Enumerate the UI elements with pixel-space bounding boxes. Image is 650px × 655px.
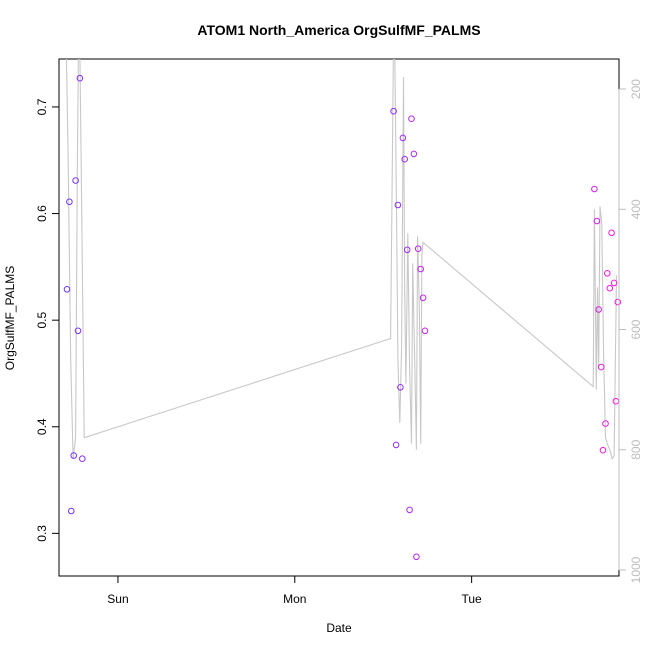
y-axis-left: 0.3 0.4 0.5 0.6 0.7: [35, 98, 60, 542]
data-point: [606, 284, 614, 292]
x-tick-label: Mon: [283, 592, 306, 606]
data-point: [419, 294, 427, 302]
data-point: [76, 74, 84, 82]
data-point: [413, 553, 420, 561]
data-point: [63, 286, 71, 293]
data-point: [397, 384, 404, 391]
x-tick-label: Tue: [462, 592, 483, 606]
chart-title: ATOM1 North_America OrgSulfMF_PALMS: [197, 22, 480, 38]
data-point: [608, 229, 615, 237]
data-point: [403, 246, 411, 254]
data-point: [591, 185, 598, 193]
data-point: [79, 455, 86, 463]
data-points-layer: [63, 74, 622, 561]
y-tick-label: 0.3: [35, 525, 49, 542]
y-tick-label: 0.5: [35, 312, 49, 329]
data-point: [399, 134, 407, 142]
data-point: [390, 107, 397, 115]
y2-tick-label: 1000: [629, 556, 643, 583]
y-tick-label: 0.4: [35, 418, 49, 435]
secondary-series-layer: [65, 59, 618, 461]
y2-tick-label: 200: [629, 79, 643, 99]
y-axis-title: OrgSulfMF_PALMS: [3, 266, 17, 370]
x-axis-bottom: Sun Mon Tue: [107, 575, 483, 606]
data-point: [612, 397, 620, 405]
data-point: [72, 177, 79, 184]
data-point: [595, 306, 603, 313]
y-tick-label: 0.6: [35, 205, 49, 222]
plot-area-frame: [58, 58, 620, 577]
data-point: [610, 279, 618, 287]
secondary-series-line: [65, 59, 618, 461]
data-point: [604, 270, 611, 277]
data-point: [593, 217, 601, 225]
data-point: [599, 446, 607, 454]
y2-tick-label: 400: [629, 199, 643, 219]
data-point: [421, 327, 429, 335]
y-axis-right: 200 400 600 800 1000: [618, 79, 643, 583]
data-point: [68, 507, 75, 515]
y2-tick-label: 600: [629, 319, 643, 339]
data-point: [602, 420, 609, 427]
x-axis-title: Date: [326, 621, 352, 635]
data-point: [414, 245, 422, 252]
data-point: [417, 265, 425, 273]
data-point: [392, 441, 400, 449]
data-point: [614, 298, 622, 306]
data-point: [597, 363, 605, 371]
data-point: [70, 452, 77, 459]
data-point: [401, 155, 409, 163]
data-point: [394, 201, 402, 209]
x-tick-label: Sun: [107, 592, 128, 606]
y2-tick-label: 800: [629, 439, 643, 459]
data-point: [408, 115, 415, 122]
data-point: [74, 327, 82, 335]
data-point: [410, 150, 418, 158]
y-tick-label: 0.7: [35, 98, 49, 115]
data-point: [406, 506, 413, 514]
data-point: [66, 198, 73, 206]
